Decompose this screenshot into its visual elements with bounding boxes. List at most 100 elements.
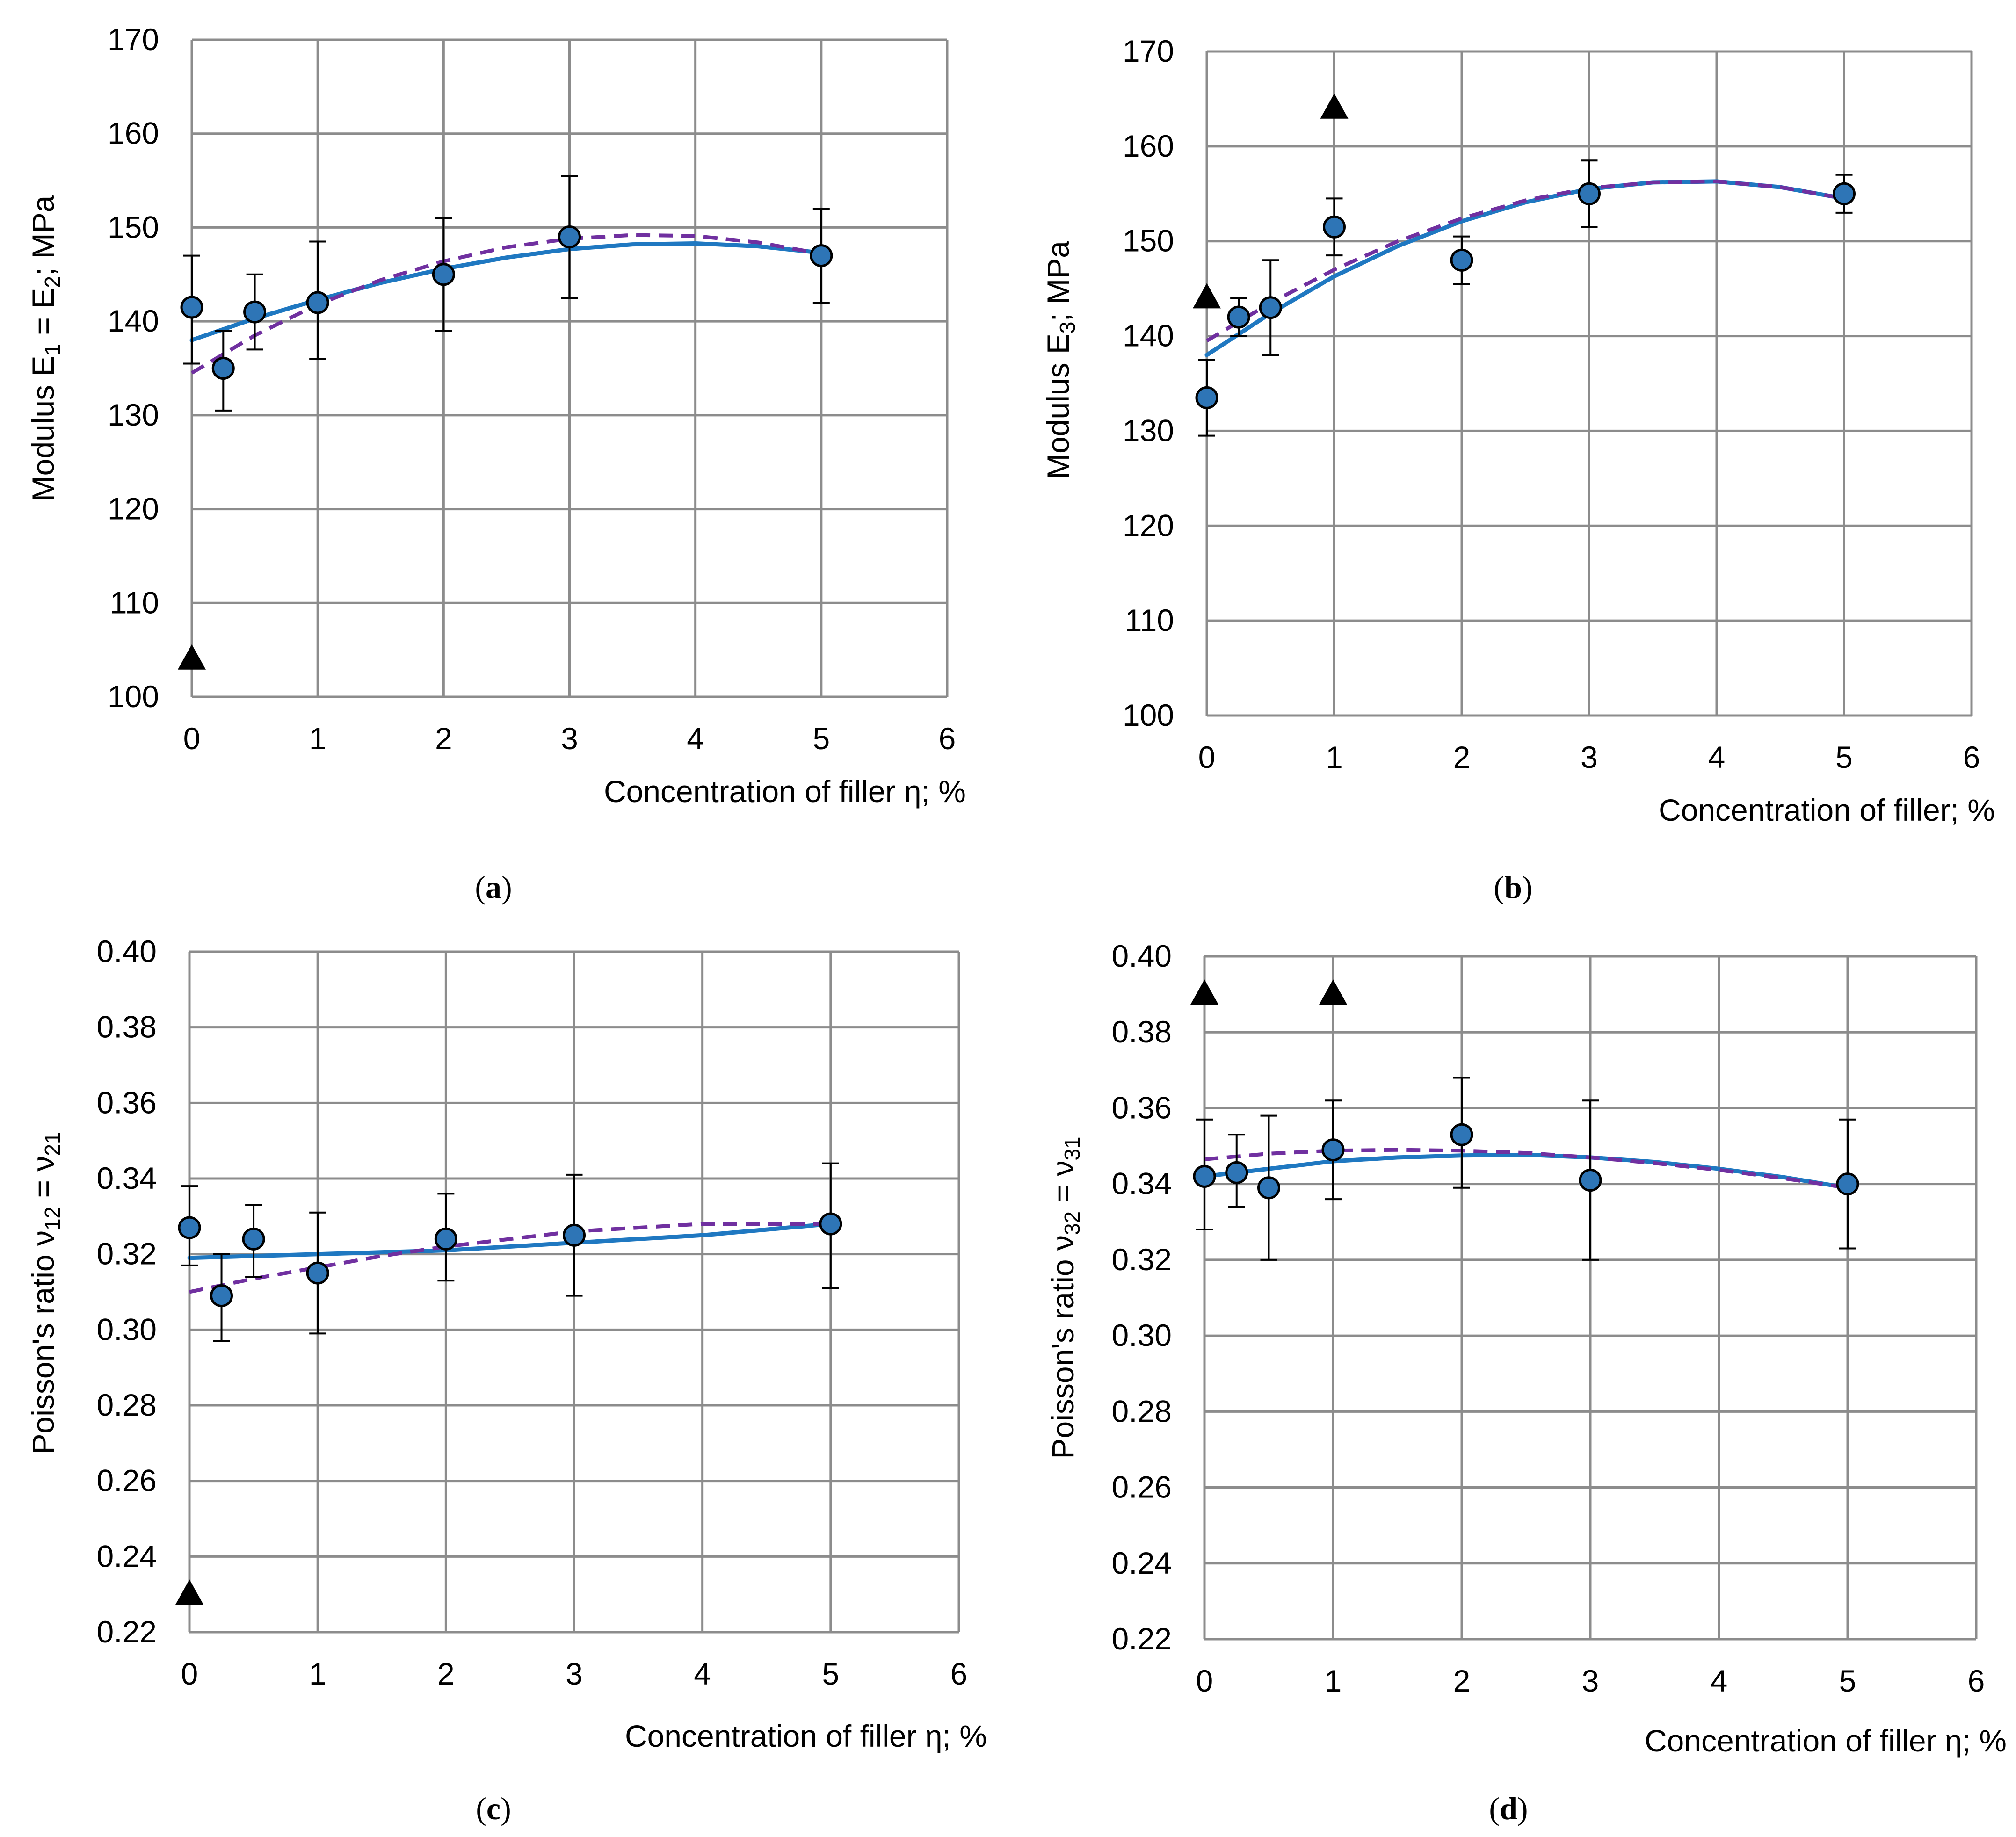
data-point xyxy=(434,1227,457,1251)
y-axis-title-subscript: 31 xyxy=(1060,1136,1084,1160)
data-point xyxy=(558,225,581,248)
data-point xyxy=(1259,296,1282,319)
x-tick-label: 5 xyxy=(822,1656,839,1691)
fit-curve-solid xyxy=(187,1222,833,1260)
fit-curve-dashed xyxy=(1204,1148,1848,1190)
y-tick-label: 130 xyxy=(108,398,159,432)
y-axis-title-part: = ν xyxy=(26,1156,60,1207)
y-tick-label: 0.26 xyxy=(1112,1470,1172,1504)
y-tick-label: 0.28 xyxy=(1112,1394,1172,1428)
x-tick-label: 3 xyxy=(1582,1663,1599,1698)
y-tick-label: 0.30 xyxy=(97,1312,157,1346)
panel-caption: (a) xyxy=(475,869,512,905)
y-tick-label: 0.36 xyxy=(1112,1090,1172,1125)
panel-caption-paren: ( xyxy=(475,869,486,905)
y-tick-label: 110 xyxy=(110,585,159,620)
data-point xyxy=(306,1261,329,1285)
panel-b: 100 110 120 130 140 150 160 170 0 1 2 3 4 5 6 Concentra… xyxy=(1041,34,1995,905)
x-tick-label: 2 xyxy=(1453,740,1471,774)
panel-caption-paren: ) xyxy=(1517,1791,1528,1826)
x-tick-label: 3 xyxy=(561,721,578,756)
x-axis-title: Concentration of filler η; % xyxy=(625,1719,987,1753)
y-axis-title-subscript: 3 xyxy=(1055,321,1080,333)
y-tick-label: 130 xyxy=(1123,413,1174,448)
y-tick-label: 0.22 xyxy=(97,1614,157,1649)
panel-caption-letter: a xyxy=(486,869,501,905)
x-tick-label: 4 xyxy=(1708,740,1726,774)
y-tick-label: 0.36 xyxy=(97,1085,157,1120)
x-axis-title: Concentration of filler η; % xyxy=(1645,1723,2007,1758)
y-tick-label: 0.26 xyxy=(97,1463,157,1498)
y-axis-title-part: ; MPa xyxy=(26,195,60,276)
x-tick-label: 0 xyxy=(181,1656,198,1691)
data-point xyxy=(306,291,329,314)
x-tick-label: 1 xyxy=(309,721,326,756)
y-tick-label: 0.38 xyxy=(97,1010,157,1044)
fit-curve-dashed xyxy=(190,233,822,375)
x-tick-label: 4 xyxy=(694,1656,711,1691)
y-tick-label: 0.40 xyxy=(1112,939,1172,973)
data-point xyxy=(242,1227,265,1251)
y-tick-label: 110 xyxy=(1125,603,1174,637)
panel-c: 0.22 0.24 0.26 0.28 0.30 0.32 0.34 0.36 0.38 0.40… xyxy=(26,934,987,1826)
y-axis-title-part: = E xyxy=(26,288,60,344)
data-point xyxy=(178,1216,201,1239)
panel-caption-paren: ( xyxy=(1494,869,1504,905)
y-tick-label: 0.28 xyxy=(97,1388,157,1422)
fit-curve-solid xyxy=(1204,179,1846,357)
y-axis-title-subscript: 12 xyxy=(40,1207,65,1230)
y-tick-label: 0.32 xyxy=(97,1237,157,1271)
y-axis-title: Poisson's ratio ν32 = ν31 xyxy=(1045,1136,1084,1459)
y-axis-title-part: Poisson's ratio ν xyxy=(26,1230,60,1454)
x-tick-label: 0 xyxy=(183,721,201,756)
y-tick-label: 160 xyxy=(108,116,159,151)
y-tick-label: 170 xyxy=(108,22,159,57)
panel-caption: (b) xyxy=(1494,869,1532,905)
panel-caption-paren: ) xyxy=(501,869,512,905)
y-axis-title-part: Modulus E xyxy=(26,356,60,502)
x-axis-title: Concentration of filler; % xyxy=(1659,793,1995,827)
y-tick-label: 120 xyxy=(1123,508,1174,542)
y-axis-title-part: ; MPa xyxy=(1041,241,1075,322)
panel-caption-paren: ( xyxy=(476,1791,486,1826)
y-tick-label: 150 xyxy=(1123,224,1174,258)
data-point xyxy=(210,1284,233,1308)
reference-triangle xyxy=(1193,283,1221,309)
y-axis-title: Modulus E1 = E2; MPa xyxy=(26,195,65,501)
fit-curve-dashed xyxy=(1205,179,1845,343)
data-point xyxy=(1578,182,1601,205)
data-point xyxy=(243,300,267,324)
x-tick-label: 4 xyxy=(1711,1663,1728,1698)
y-tick-label: 0.32 xyxy=(1112,1242,1172,1277)
y-tick-label: 160 xyxy=(1123,129,1174,163)
data-point xyxy=(1450,1123,1473,1146)
x-tick-label: 1 xyxy=(1325,1663,1342,1698)
x-tick-label: 6 xyxy=(1963,740,1980,774)
y-tick-label: 140 xyxy=(108,304,159,338)
y-tick-label: 100 xyxy=(1123,698,1174,732)
reference-triangle xyxy=(178,644,206,670)
data-point xyxy=(1323,215,1346,239)
y-tick-label: 170 xyxy=(1123,34,1174,68)
fit-curve-solid xyxy=(189,241,824,342)
y-axis-title-subscript: 21 xyxy=(40,1132,65,1156)
y-axis-title: Poisson's ratio ν12 = ν21 xyxy=(26,1132,65,1454)
data-point xyxy=(563,1223,586,1247)
data-point xyxy=(810,244,833,268)
x-tick-label: 5 xyxy=(812,721,830,756)
reference-triangle xyxy=(175,1579,203,1605)
x-tick-label: 0 xyxy=(1196,1663,1213,1698)
x-tick-label: 6 xyxy=(950,1656,968,1691)
y-tick-label: 120 xyxy=(108,492,159,526)
y-tick-label: 0.24 xyxy=(1112,1546,1172,1580)
y-axis-title-part: Modulus E xyxy=(1041,333,1075,479)
panel-caption: (c) xyxy=(476,1791,511,1826)
y-tick-label: 0.40 xyxy=(97,934,157,969)
x-tick-label: 1 xyxy=(309,1656,326,1691)
data-point xyxy=(1321,1138,1345,1162)
data-point xyxy=(1833,182,1856,205)
data-point xyxy=(1836,1172,1859,1196)
x-tick-label: 5 xyxy=(1835,740,1853,774)
